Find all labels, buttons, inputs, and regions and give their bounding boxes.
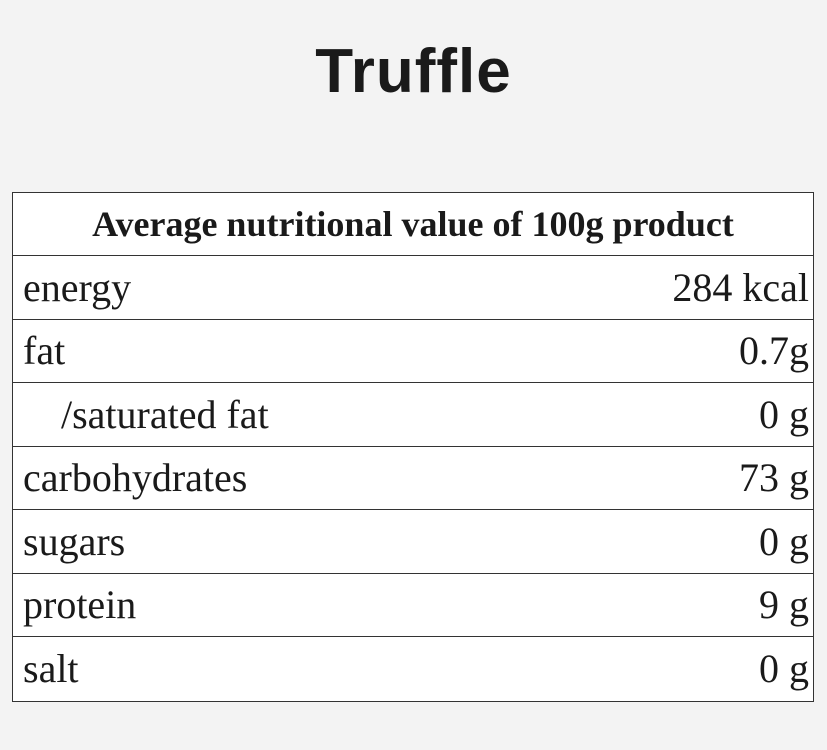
nutrition-row-salt: salt 0 g [13,637,813,701]
nutrient-label: protein [23,582,137,628]
nutrition-row-sugars: sugars 0 g [13,510,813,574]
nutrition-table-header: Average nutritional value of 100g produc… [13,193,813,256]
nutrient-value: 0 g [759,391,809,437]
nutrient-label: carbohydrates [23,455,248,501]
nutrient-label: salt [23,646,79,692]
nutrition-row-saturated-fat: /saturated fat 0 g [13,383,813,447]
nutrient-label: energy [23,264,132,310]
nutrient-value: 9 g [759,582,809,628]
nutrition-row-energy: energy 284 kcal [13,256,813,320]
nutrient-value: 0 g [759,518,809,564]
nutrient-value: 73 g [739,455,809,501]
nutrition-table: Average nutritional value of 100g produc… [12,192,814,702]
nutrient-label: sugars [23,518,126,564]
nutrient-value: 0.7g [739,328,809,374]
nutrition-row-fat: fat 0.7g [13,320,813,383]
nutrition-row-protein: protein 9 g [13,574,813,637]
product-title: Truffle [315,37,512,106]
nutrient-value: 284 kcal [672,264,809,310]
nutrient-label: fat [23,328,66,374]
nutrient-value: 0 g [759,646,809,692]
nutrition-row-carbohydrates: carbohydrates 73 g [13,447,813,510]
nutrient-label: /saturated fat [61,391,269,437]
